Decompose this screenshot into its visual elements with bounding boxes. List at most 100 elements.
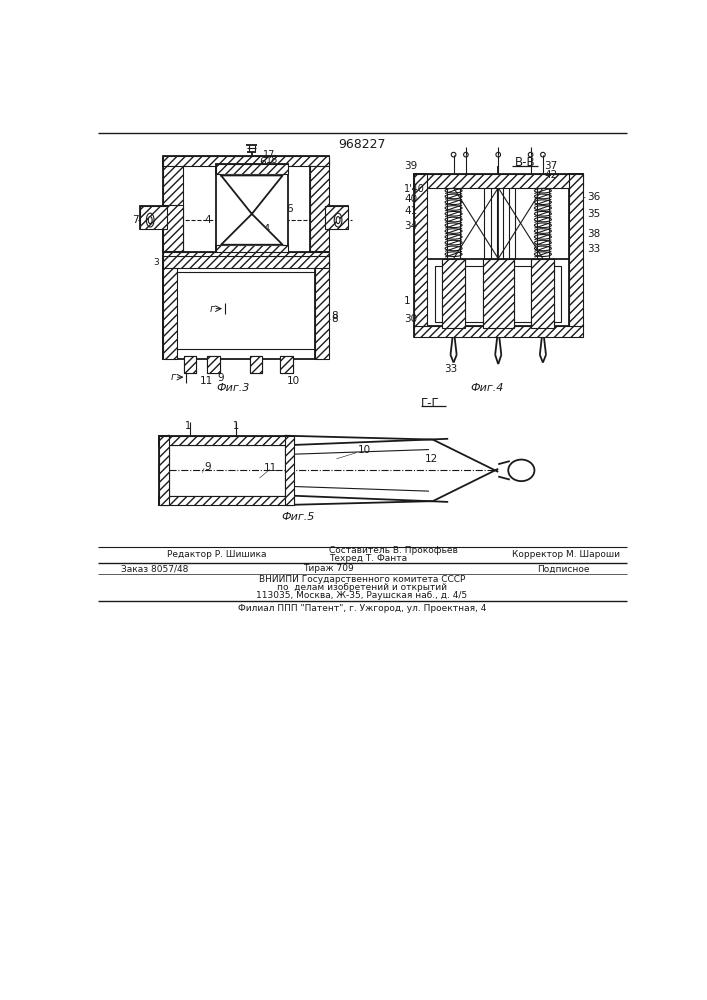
Text: Заказ 8057/48: Заказ 8057/48 (121, 564, 188, 573)
Bar (216, 245, 288, 255)
Bar (140, 206, 167, 229)
Ellipse shape (508, 460, 534, 481)
Bar (163, 256, 329, 268)
Text: 968227: 968227 (338, 138, 386, 151)
Bar (281, 356, 293, 373)
Text: 11: 11 (200, 376, 214, 386)
Bar (414, 174, 583, 188)
Text: 4: 4 (204, 215, 211, 225)
Bar (414, 174, 583, 188)
Bar (160, 436, 294, 445)
Text: 6: 6 (259, 157, 265, 167)
Text: 6: 6 (286, 204, 293, 214)
Bar (163, 252, 329, 266)
Bar (483, 259, 514, 328)
Bar (532, 259, 554, 328)
Bar (176, 272, 316, 349)
Bar (184, 356, 197, 373)
Bar (285, 436, 294, 505)
Bar (435, 266, 561, 322)
Bar (216, 164, 288, 174)
Text: 10: 10 (358, 445, 371, 455)
Bar (163, 262, 177, 359)
Text: 1'40: 1'40 (404, 184, 425, 194)
Bar (483, 259, 514, 328)
Bar (163, 205, 182, 251)
Bar (325, 206, 348, 229)
Text: Б-Б: Б-Б (221, 156, 241, 169)
Text: 40: 40 (404, 194, 417, 204)
Text: ВНИИПИ Государственного комитета СССР: ВНИИПИ Государственного комитета СССР (259, 575, 465, 584)
Text: 17: 17 (264, 150, 276, 160)
Text: 33: 33 (444, 364, 457, 374)
Bar (163, 158, 182, 251)
Bar (414, 174, 428, 328)
Text: Фиг.4: Фиг.4 (470, 383, 503, 393)
Text: 35: 35 (587, 209, 600, 219)
Polygon shape (221, 175, 283, 245)
Bar (442, 259, 465, 328)
Bar (140, 206, 167, 229)
Text: 18: 18 (266, 155, 278, 165)
Bar (325, 206, 348, 229)
Bar (163, 256, 329, 268)
Bar (315, 262, 329, 359)
Text: 34: 34 (404, 221, 418, 231)
Bar (160, 436, 169, 505)
Text: 33: 33 (587, 244, 600, 254)
Bar (160, 436, 169, 505)
Ellipse shape (148, 217, 152, 224)
Bar (414, 174, 428, 328)
Text: г: г (170, 372, 175, 382)
Text: Тираж 709: Тираж 709 (303, 564, 354, 573)
Bar (216, 245, 288, 255)
Text: 42: 42 (544, 170, 558, 180)
Text: 41: 41 (404, 206, 418, 216)
Text: 39: 39 (404, 161, 418, 171)
Text: Редактор Р. Шишика: Редактор Р. Шишика (167, 550, 267, 559)
Text: 9: 9 (204, 462, 211, 472)
Text: 36: 36 (587, 192, 600, 202)
Bar (160, 496, 294, 505)
Text: 7: 7 (132, 215, 139, 225)
Text: по  делам изобретений и открытий: по делам изобретений и открытий (277, 583, 447, 592)
Bar (281, 356, 293, 373)
Bar (532, 259, 554, 328)
Bar (310, 158, 329, 251)
Bar (310, 158, 329, 251)
Bar (315, 262, 329, 359)
Bar (442, 259, 465, 328)
Text: 3: 3 (153, 258, 159, 267)
Bar (163, 262, 177, 359)
Bar (160, 436, 294, 445)
Bar (163, 262, 329, 359)
Text: Фиг.3: Фиг.3 (216, 383, 250, 393)
Text: 11: 11 (264, 463, 276, 473)
Text: 1: 1 (185, 421, 191, 431)
Bar (163, 252, 329, 266)
Bar (428, 259, 569, 328)
Text: 8: 8 (331, 314, 338, 324)
Bar (169, 445, 285, 496)
Text: 1: 1 (233, 421, 239, 431)
Bar (163, 156, 329, 166)
Bar (250, 356, 262, 373)
Text: 10: 10 (286, 376, 300, 386)
Bar (184, 356, 197, 373)
Text: 8: 8 (331, 311, 338, 321)
Bar (569, 174, 583, 328)
Text: 30: 30 (404, 314, 417, 324)
Bar (207, 356, 219, 373)
Text: 1: 1 (404, 296, 411, 306)
Text: Г-Г: Г-Г (421, 397, 440, 410)
Bar (250, 356, 262, 373)
Bar (163, 205, 182, 251)
Bar (160, 496, 294, 505)
Text: 37: 37 (544, 161, 558, 171)
Ellipse shape (336, 217, 340, 224)
Text: Филиал ППП "Патент", г. Ужгород, ул. Проектная, 4: Филиал ППП "Патент", г. Ужгород, ул. Про… (238, 604, 486, 613)
Text: 38: 38 (587, 229, 600, 239)
Text: Составитель В. Прокофьев: Составитель В. Прокофьев (329, 546, 457, 555)
Text: 113035, Москва, Ж-35, Раушская наб., д. 4/5: 113035, Москва, Ж-35, Раушская наб., д. … (257, 591, 467, 600)
Text: 12: 12 (425, 454, 438, 464)
